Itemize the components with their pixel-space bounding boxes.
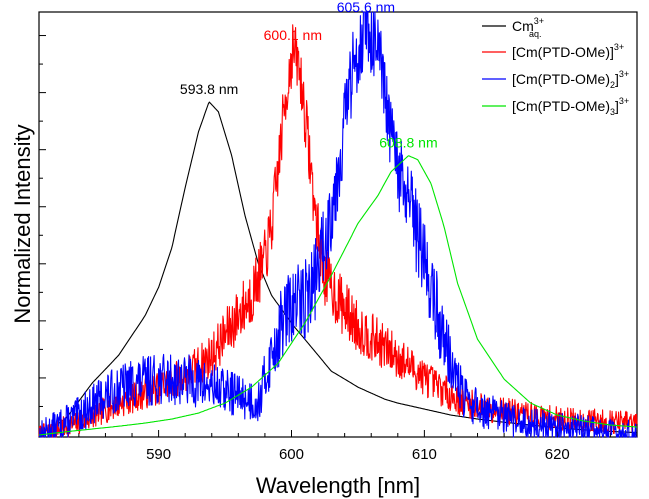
- peak-label-l3: 608.8 nm: [379, 135, 437, 151]
- peak-label-l2: 605.6 nm: [337, 0, 395, 15]
- x-tick-label: 590: [146, 446, 171, 463]
- peak-label-aq: 593.8 nm: [180, 81, 238, 97]
- legend-label-aq: Cm3+ aq.: [512, 16, 544, 39]
- series-line-l3: [38, 155, 638, 436]
- legend: Cm3+ aq. [Cm(PTD-OMe)]3+ [Cm(PTD-OMe)2]3+ [C…: [482, 16, 629, 117]
- peak-labels: 593.8 nm 600.1 nm 605.6 nm 608.8 nm: [180, 0, 438, 151]
- x-axis-title: Wavelength [nm]: [256, 473, 420, 498]
- series-lines: [38, 11, 638, 438]
- x-tick-label: 620: [545, 446, 570, 463]
- legend-label-l2: [Cm(PTD-OMe)2]3+: [512, 69, 629, 90]
- y-axis-title: Normalized Intensity: [10, 124, 35, 323]
- x-tick-label: 610: [412, 446, 437, 463]
- legend-label-l3: [Cm(PTD-OMe)3]3+: [512, 96, 629, 117]
- x-tick-labels: 590 600 610 620: [146, 446, 570, 463]
- plot-frame: [38, 11, 638, 438]
- peak-label-l1: 600.1 nm: [264, 27, 322, 43]
- x-tick-label: 600: [279, 446, 304, 463]
- series-line-l2: [38, 11, 638, 438]
- legend-label-l1: [Cm(PTD-OMe)]3+: [512, 42, 624, 60]
